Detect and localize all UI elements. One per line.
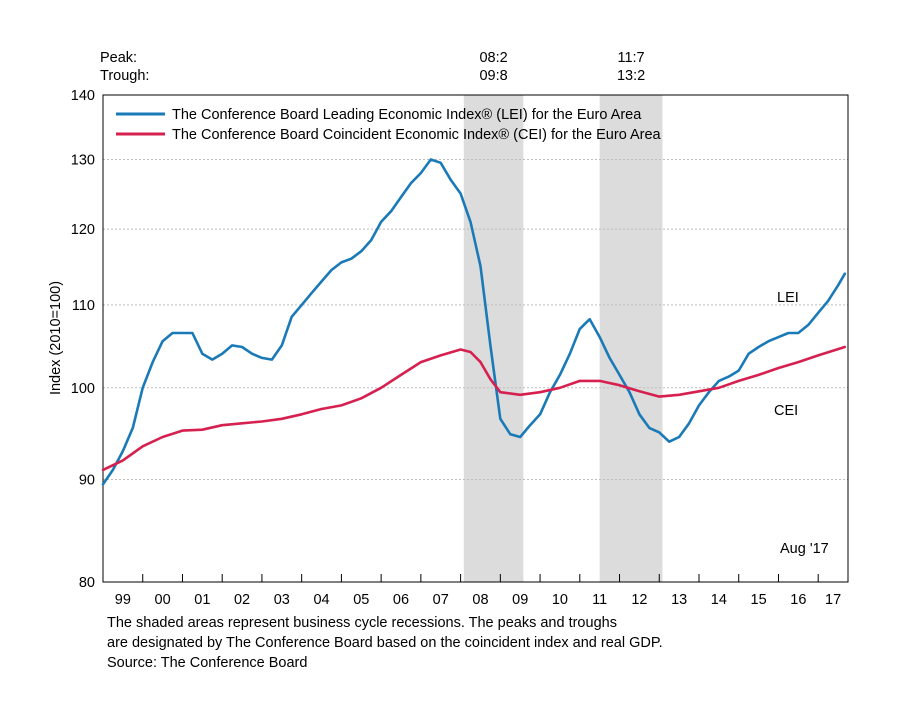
y-tick-label: 110 [72,298,95,314]
x-tick-label: 08 [472,592,488,608]
x-tick-label: 10 [552,592,568,608]
cei-line-label: CEI [774,403,798,419]
recession-trough-date: 13:2 [617,68,645,84]
x-tick-label: 09 [512,592,528,608]
x-tick-label: 05 [353,592,369,608]
y-tick-label: 140 [71,88,95,104]
recession-band [463,95,524,582]
x-tick-label: 14 [711,592,727,608]
legend-entry-cei: The Conference Board Coincident Economic… [172,127,662,143]
peak-label: Peak: [100,50,137,66]
x-tick-label: 03 [274,592,290,608]
recession-band [599,95,663,582]
recession-trough-date: 09:8 [479,68,507,84]
x-tick-label: 99 [115,592,131,608]
recession-peak-date: 08:2 [479,50,507,66]
legend: The Conference Board Leading Economic In… [116,107,662,143]
lei-line-label: LEI [777,290,799,306]
y-tick-label: 80 [79,575,95,591]
x-tick-label: 06 [393,592,409,608]
y-axis-label: Index (2010=100) [48,281,64,395]
x-tick-label: 16 [790,592,806,608]
x-tick-label: 02 [234,592,250,608]
y-tick-label: 90 [79,473,95,489]
x-tick-label: 07 [433,592,449,608]
x-tick-label: 00 [155,592,171,608]
y-tick-label: 100 [71,381,95,397]
x-tick-label: 15 [751,592,767,608]
x-tick-label: 13 [671,592,687,608]
footnote-line-1: The shaded areas represent business cycl… [107,615,617,631]
footnote-line-2: are designated by The Conference Board b… [107,635,663,651]
x-tick-label: 04 [313,592,329,608]
trough-label: Trough: [100,68,149,84]
plot-frame [102,94,849,583]
x-tick-label: 17 [825,592,841,608]
y-tick-label: 130 [71,152,95,168]
footnote-line-3: Source: The Conference Board [107,655,308,671]
x-tick-label: 11 [592,592,607,608]
x-tick-label: 12 [631,592,647,608]
legend-entry-lei: The Conference Board Leading Economic In… [172,107,642,123]
recession-peak-date: 11:7 [617,50,644,66]
y-tick-label: 120 [71,222,95,238]
series-line-cei [101,345,847,472]
x-tick-label: 01 [194,592,210,608]
date-annotation: Aug '17 [780,541,829,557]
series-line-lei [101,158,847,486]
